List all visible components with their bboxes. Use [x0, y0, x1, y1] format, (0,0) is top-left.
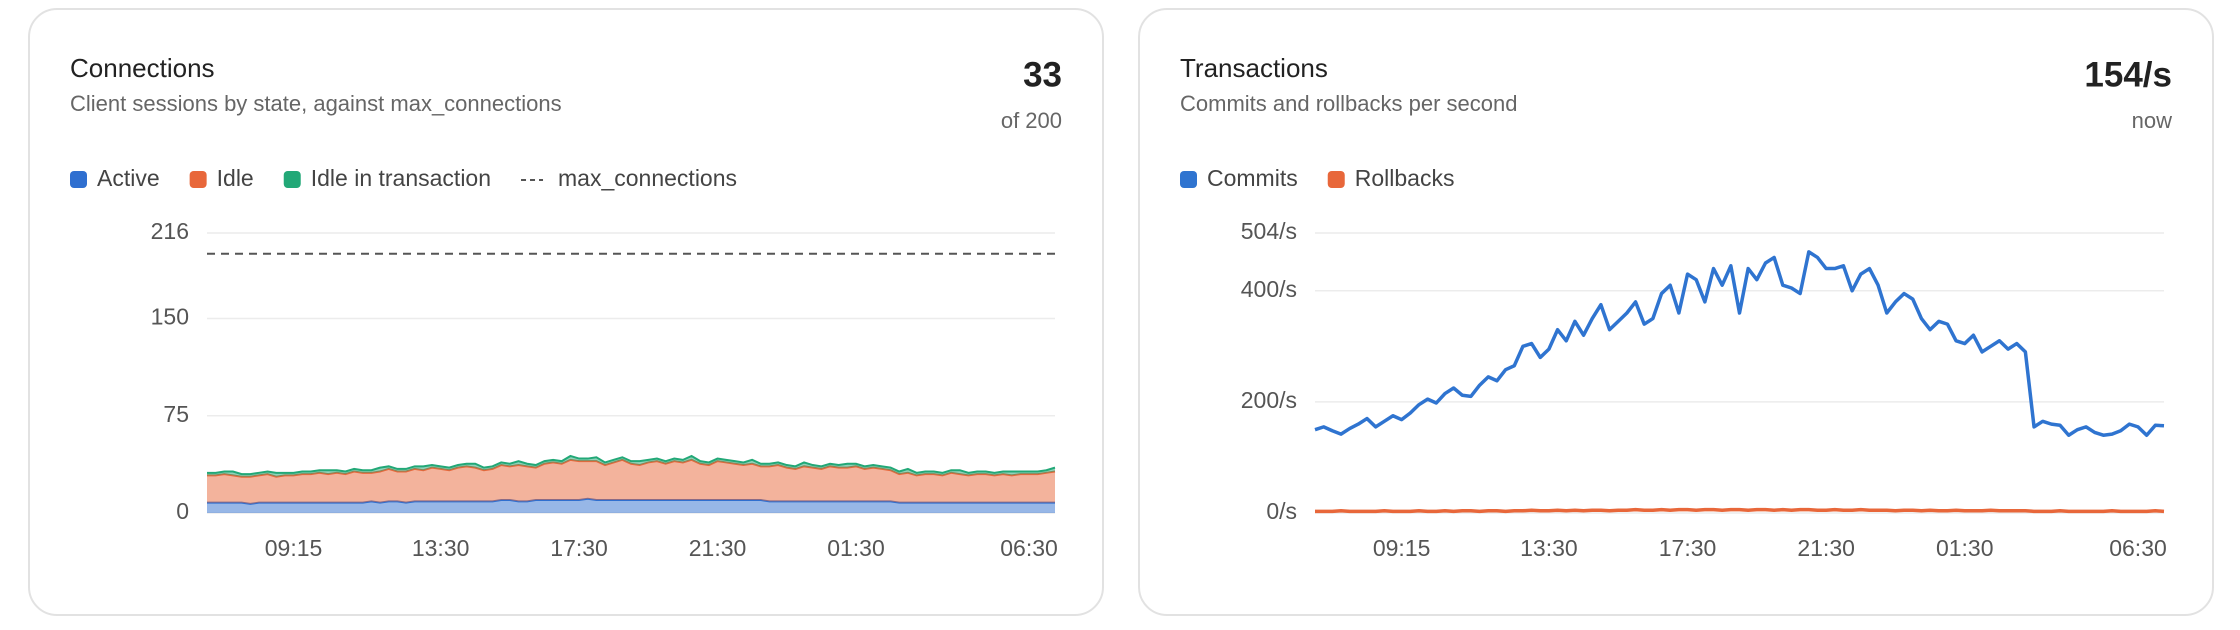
line	[1314, 250, 2165, 437]
x-tick-label: 06:30	[1000, 535, 1058, 561]
x-tick-label: 01:30	[827, 535, 885, 561]
card-subtitle: Commits and rollbacks per second	[1180, 91, 1517, 116]
stat-note: now	[2132, 108, 2172, 133]
legend-label: Idle in transaction	[311, 165, 491, 191]
x-tick-label: 21:30	[689, 535, 747, 561]
card-title: Transactions	[1180, 53, 1328, 83]
legend-swatch	[70, 171, 87, 188]
x-tick-label: 17:30	[550, 535, 608, 561]
legend-label: Idle	[217, 165, 254, 191]
x-tick-label: 09:15	[265, 535, 323, 561]
legend-swatch	[1327, 171, 1345, 188]
y-tick-label: 0/s	[1266, 498, 1297, 524]
area	[207, 455, 1055, 477]
x-tick-label: 01:30	[1936, 535, 1994, 561]
x-tick-label: 21:30	[1797, 535, 1855, 561]
line	[1315, 507, 2165, 514]
card	[1138, 8, 2214, 616]
stat-value: 33	[1023, 55, 1062, 94]
y-tick-label: 400/s	[1241, 276, 1297, 302]
legend-label: max_connections	[558, 165, 737, 191]
legend-swatch	[283, 171, 301, 188]
y-tick-label: 0	[176, 498, 189, 524]
x-tick-label: 06:30	[2109, 535, 2167, 561]
y-tick-label: 216	[151, 218, 189, 244]
x-tick-label: 13:30	[1520, 535, 1578, 561]
legend-swatch	[1180, 171, 1197, 188]
y-tick-label: 75	[163, 401, 189, 427]
card-title: Connections	[70, 53, 215, 83]
x-tick-label: 09:15	[1373, 535, 1431, 561]
legend-label: Active	[97, 165, 160, 191]
stat-note: of 200	[1001, 108, 1062, 133]
area	[207, 459, 1055, 504]
legend-swatch	[189, 171, 207, 188]
card-subtitle: Client sessions by state, against max_co…	[70, 91, 562, 116]
legend-label: Commits	[1207, 165, 1298, 191]
y-tick-label: 504/s	[1241, 218, 1297, 244]
y-tick-label: 200/s	[1241, 387, 1297, 413]
legend-label: Rollbacks	[1355, 165, 1455, 191]
x-tick-label: 13:30	[412, 535, 470, 561]
stat-value: 154/s	[2084, 55, 2172, 94]
area-edge	[207, 454, 1056, 476]
x-tick-label: 17:30	[1659, 535, 1717, 561]
y-tick-label: 150	[151, 304, 189, 330]
